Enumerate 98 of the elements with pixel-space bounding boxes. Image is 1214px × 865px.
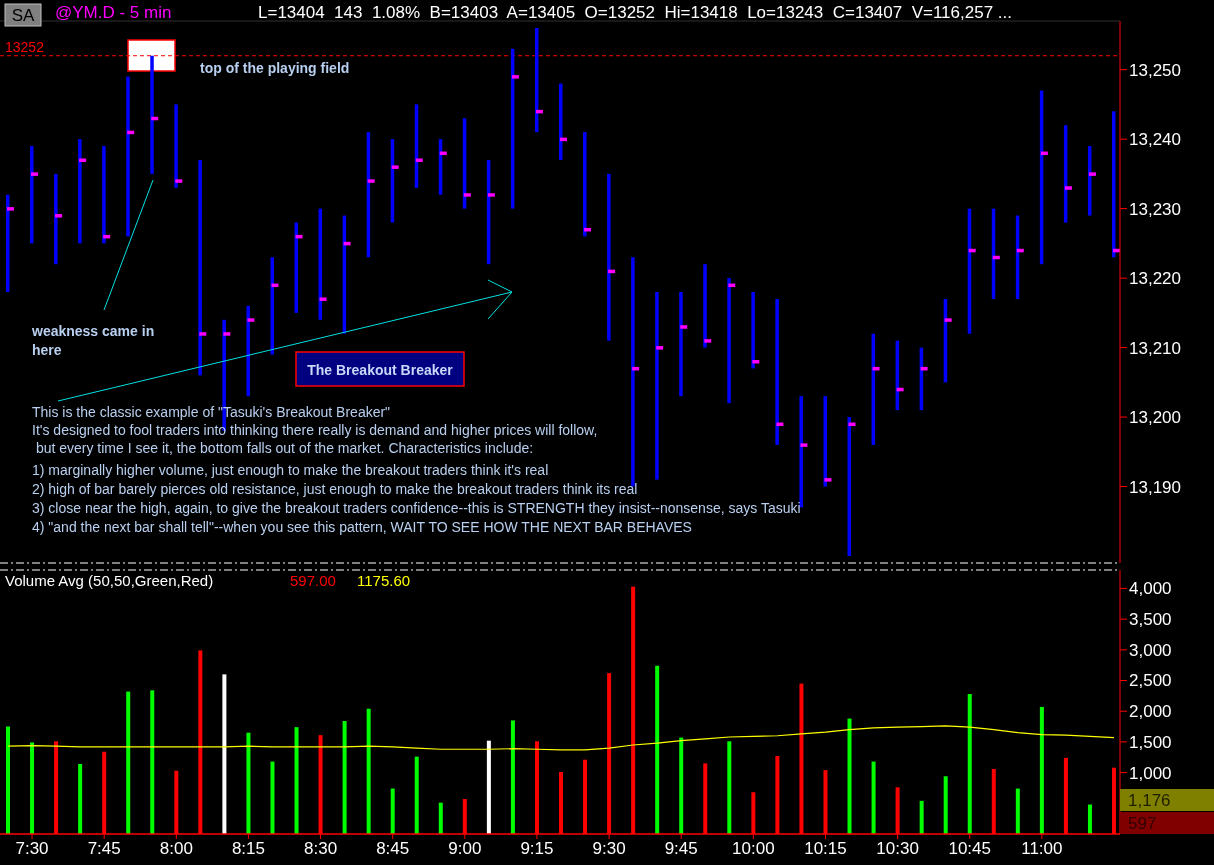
bar bbox=[30, 742, 35, 834]
bar bbox=[847, 718, 852, 834]
annotation: 2) high of bar barely pierces old resistance, just enough to make the breakout traders think its real bbox=[32, 481, 638, 497]
y-tick-label: 4,000 bbox=[1129, 579, 1172, 599]
bar bbox=[967, 694, 972, 834]
bar bbox=[703, 264, 707, 348]
bar bbox=[102, 146, 106, 244]
y-tick-label: 13,240 bbox=[1129, 130, 1181, 150]
chart-subtitle: L=13404 143 1.08% B=13403 A=13405 O=13252 Hi=13418 Lo=13243 C=13407 V=116,257 ... bbox=[258, 3, 1012, 22]
bar bbox=[583, 132, 587, 237]
bar bbox=[126, 76, 130, 237]
x-tick-label: 10:00 bbox=[732, 839, 775, 858]
y-tick-label: 3,000 bbox=[1129, 640, 1172, 660]
x-tick-label: 8:15 bbox=[231, 839, 265, 858]
x-tick-label: 8:00 bbox=[159, 839, 193, 858]
bar bbox=[655, 665, 660, 834]
x-tick-label: 9:15 bbox=[520, 839, 554, 858]
y-tick-label: 13,200 bbox=[1129, 408, 1181, 428]
annotation: 597.00 bbox=[290, 572, 336, 589]
annotation: 4) "and the next bar shall tell"--when you see this pattern, WAIT TO SEE HOW THE NEXT BAR BEHAVES bbox=[32, 519, 692, 535]
chart-title: @YM.D - 5 min bbox=[55, 3, 172, 22]
bar bbox=[150, 690, 155, 834]
bar bbox=[727, 741, 732, 834]
bar bbox=[486, 740, 491, 834]
bar bbox=[270, 761, 275, 834]
annotation: weakness came in here bbox=[31, 323, 155, 358]
y-tick-label: 13,250 bbox=[1129, 60, 1181, 80]
bar bbox=[78, 764, 83, 834]
bar bbox=[510, 720, 515, 834]
bar bbox=[78, 139, 82, 244]
bar bbox=[6, 726, 10, 834]
line-series bbox=[7, 725, 1115, 751]
y-tick-label: 13,220 bbox=[1129, 269, 1181, 289]
bar bbox=[414, 756, 419, 834]
bar bbox=[679, 737, 684, 834]
y-tick-label: 13,210 bbox=[1129, 338, 1181, 358]
x-tick-label: 10:30 bbox=[876, 839, 919, 858]
bar bbox=[366, 708, 371, 834]
bar bbox=[30, 146, 34, 244]
bar bbox=[799, 396, 803, 508]
bar bbox=[775, 298, 779, 445]
bar bbox=[198, 159, 202, 376]
annotation: 1175.60 bbox=[357, 572, 411, 589]
bar bbox=[1039, 706, 1044, 834]
bar bbox=[679, 292, 683, 397]
bar bbox=[246, 732, 251, 834]
text: 597 bbox=[1128, 813, 1157, 833]
bar bbox=[559, 83, 563, 160]
y-tick-label: 2,000 bbox=[1129, 702, 1172, 722]
x-tick-label: 10:45 bbox=[948, 839, 992, 858]
bar bbox=[823, 396, 827, 487]
annotation: The Breakout Breaker bbox=[307, 362, 454, 378]
bar bbox=[390, 788, 395, 834]
y-tick-label: 3,500 bbox=[1129, 610, 1172, 630]
y-tick-label: 2,500 bbox=[1129, 671, 1172, 691]
bar bbox=[126, 691, 131, 834]
x-tick-label: 9:45 bbox=[664, 839, 698, 858]
bar bbox=[1112, 111, 1116, 258]
bar bbox=[222, 674, 227, 834]
bar bbox=[174, 104, 178, 188]
bar bbox=[150, 55, 154, 174]
x-tick-label: 7:45 bbox=[87, 839, 121, 858]
chart-title: Volume Avg (50,50,Green,Red) bbox=[5, 572, 214, 589]
x-tick-label: 10:15 bbox=[804, 839, 847, 858]
y-tick-label: 1,500 bbox=[1129, 732, 1172, 752]
bar bbox=[342, 721, 347, 834]
bar bbox=[655, 292, 659, 480]
y-tick-label: 13,230 bbox=[1129, 199, 1181, 219]
bar bbox=[246, 305, 250, 397]
annotation: top of the playing field bbox=[200, 60, 350, 76]
x-tick-label: 11:00 bbox=[1021, 839, 1063, 858]
bar bbox=[270, 257, 274, 355]
bar bbox=[294, 727, 299, 834]
text: 1,176 bbox=[1128, 790, 1171, 810]
x-tick-label: 8:30 bbox=[304, 839, 338, 858]
bar bbox=[871, 761, 876, 834]
x-tick-label: 9:00 bbox=[448, 839, 482, 858]
bar bbox=[438, 802, 443, 834]
bar bbox=[943, 776, 948, 834]
y-tick-label: 1,000 bbox=[1129, 763, 1172, 783]
annotation: 3) close near the high, again, to give the breakout traders confidence--this is STRENGTH they insist--nonsense, says Tasuki bbox=[32, 500, 801, 516]
x-tick-label: 8:45 bbox=[376, 839, 410, 858]
bar bbox=[6, 194, 10, 292]
bar bbox=[919, 800, 924, 834]
annotation: 1) marginally higher volume, just enough to make the breakout traders think it's real bbox=[32, 462, 549, 478]
y-tick-label: 13,190 bbox=[1129, 477, 1181, 497]
annotation: SA bbox=[11, 6, 35, 25]
bar bbox=[751, 292, 755, 369]
bar bbox=[1015, 788, 1020, 834]
annotation: but every time I see it, the bottom falls out of the market. Characteristics include: bbox=[32, 440, 534, 456]
bar bbox=[54, 173, 58, 265]
bar bbox=[727, 278, 731, 404]
bar bbox=[1087, 804, 1092, 834]
x-tick-label: 7:30 bbox=[15, 839, 49, 858]
ref-line-label: 13252 bbox=[5, 38, 45, 55]
annotation: It's designed to fool traders into thinking there really is demand and higher prices will follow, bbox=[32, 422, 598, 438]
x-tick-label: 9:30 bbox=[592, 839, 626, 858]
bar bbox=[607, 173, 611, 341]
